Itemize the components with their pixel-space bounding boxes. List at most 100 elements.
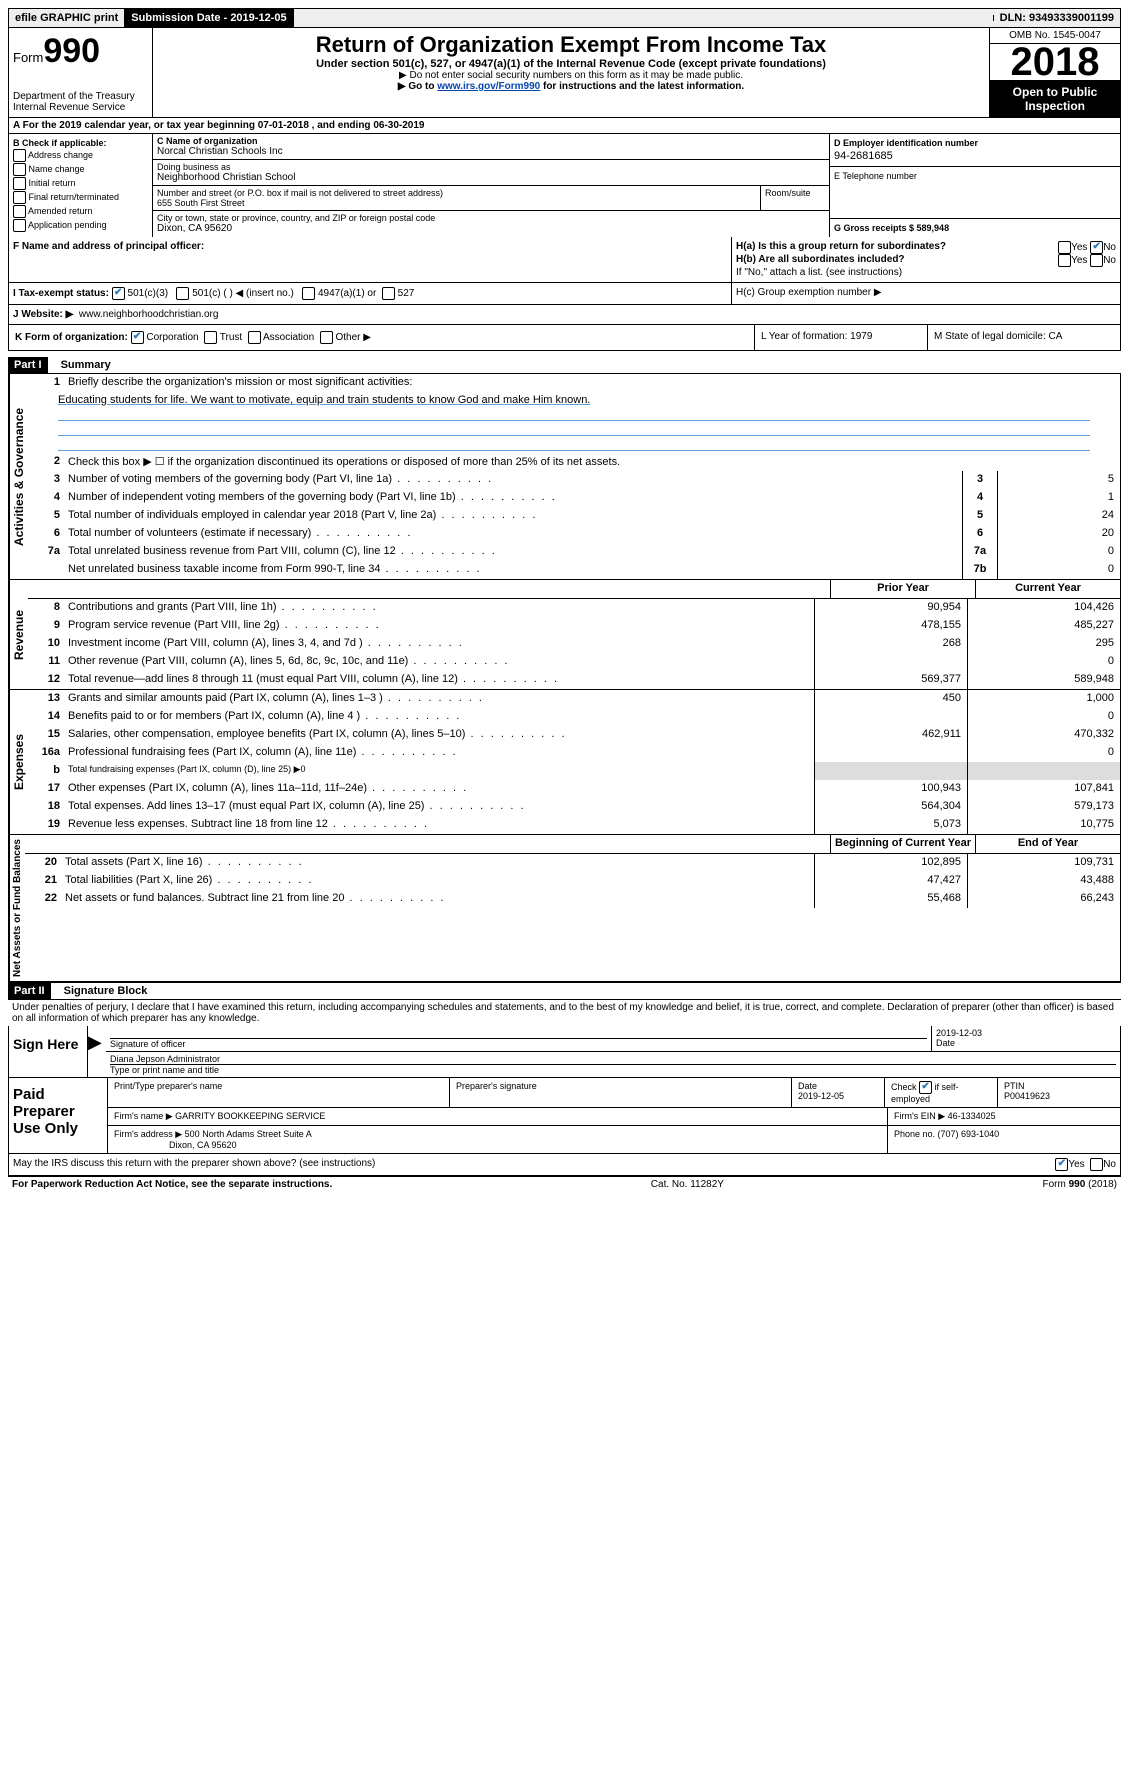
row-j-website: J Website: ▶ www.neighborhoodchristian.o… bbox=[8, 305, 1121, 325]
form-org: K Form of organization: ✔ Corporation Tr… bbox=[9, 325, 754, 350]
firm-phone: Phone no. (707) 693-1040 bbox=[888, 1126, 1120, 1153]
prep-date: Date2019-12-05 bbox=[792, 1078, 885, 1107]
section-expenses: Expenses 13 Grants and similar amounts p… bbox=[8, 690, 1121, 835]
tax-year: 2018 bbox=[990, 44, 1120, 81]
line-12: 12 Total revenue—add lines 8 through 11 … bbox=[28, 671, 1120, 689]
section-revenue: Revenue Prior Year Current Year 8 Contri… bbox=[8, 580, 1121, 690]
line-3: 3 Number of voting members of the govern… bbox=[28, 471, 1120, 489]
tab-net-assets: Net Assets or Fund Balances bbox=[9, 835, 25, 981]
ptin: PTINP00419623 bbox=[998, 1078, 1120, 1107]
form-header: Form990 Department of the Treasury Inter… bbox=[8, 28, 1121, 118]
prep-self-employed[interactable]: Check ✔ if self-employed bbox=[885, 1078, 998, 1107]
section-net-assets: Net Assets or Fund Balances Beginning of… bbox=[8, 835, 1121, 982]
row-a-tax-year: A For the 2019 calendar year, or tax yea… bbox=[8, 118, 1121, 134]
form-title: Return of Organization Exempt From Incom… bbox=[157, 32, 985, 58]
tab-governance: Activities & Governance bbox=[9, 374, 28, 579]
part2-header: Part II bbox=[8, 983, 51, 999]
officer-name: Diana Jepson Administrator bbox=[110, 1054, 1116, 1065]
row-fh: F Name and address of principal officer:… bbox=[8, 237, 1121, 283]
header-mid: Return of Organization Exempt From Incom… bbox=[153, 28, 989, 117]
part1-header: Part I bbox=[8, 357, 48, 373]
chk-final[interactable]: Final return/terminated bbox=[13, 191, 148, 204]
paid-preparer-label: Paid Preparer Use Only bbox=[9, 1078, 108, 1153]
chk-pending[interactable]: Application pending bbox=[13, 219, 148, 232]
sign-here-label: Sign Here bbox=[9, 1026, 88, 1077]
line-7b: Net unrelated business taxable income fr… bbox=[28, 561, 1120, 579]
irs-label: Internal Revenue Service bbox=[13, 102, 148, 113]
city-row: City or town, state or province, country… bbox=[153, 211, 829, 236]
tax-exempt-status: I Tax-exempt status: ✔ 501(c)(3) 501(c) … bbox=[9, 283, 731, 304]
col-current-year: Current Year bbox=[975, 580, 1120, 598]
submission-date: Submission Date - 2019-12-05 bbox=[125, 9, 293, 27]
line-22: 22 Net assets or fund balances. Subtract… bbox=[25, 890, 1120, 908]
line-4: 4 Number of independent voting members o… bbox=[28, 489, 1120, 507]
efile-label: efile GRAPHIC print bbox=[9, 9, 125, 27]
line-5: 5 Total number of individuals employed i… bbox=[28, 507, 1120, 525]
line-16a: 16a Professional fundraising fees (Part … bbox=[28, 744, 1120, 762]
part1-bar: Part I Summary bbox=[8, 357, 1121, 374]
footer-mid: Cat. No. 11282Y bbox=[651, 1179, 724, 1190]
group-exemption: H(c) Group exemption number ▶ bbox=[731, 283, 1120, 304]
dba-row: Doing business as Neighborhood Christian… bbox=[153, 160, 829, 186]
firm-name: Firm's name ▶ GARRITY BOOKKEEPING SERVIC… bbox=[108, 1108, 888, 1125]
line-6: 6 Total number of volunteers (estimate i… bbox=[28, 525, 1120, 543]
line-19: 19 Revenue less expenses. Subtract line … bbox=[28, 816, 1120, 834]
line-9: 9 Program service revenue (Part VIII, li… bbox=[28, 617, 1120, 635]
tab-expenses: Expenses bbox=[9, 690, 28, 834]
line-11: 11 Other revenue (Part VIII, column (A),… bbox=[28, 653, 1120, 671]
sig-date: 2019-12-03 bbox=[936, 1028, 1116, 1038]
chk-amended[interactable]: Amended return bbox=[13, 205, 148, 218]
block-bcde: B Check if applicable: Address change Na… bbox=[8, 134, 1121, 237]
row-k: K Form of organization: ✔ Corporation Tr… bbox=[8, 325, 1121, 351]
principal-officer: F Name and address of principal officer: bbox=[9, 237, 731, 282]
section-governance: Activities & Governance 1Briefly describ… bbox=[8, 374, 1121, 580]
mission-text: Educating students for life. We want to … bbox=[28, 392, 1120, 453]
line-14: 14 Benefits paid to or for members (Part… bbox=[28, 708, 1120, 726]
prep-sig-label: Preparer's signature bbox=[450, 1078, 792, 1107]
perjury-declaration: Under penalties of perjury, I declare th… bbox=[8, 1000, 1121, 1026]
dept-treasury: Department of the Treasury bbox=[13, 91, 148, 102]
line-18: 18 Total expenses. Add lines 13–17 (must… bbox=[28, 798, 1120, 816]
phone-cell: E Telephone number bbox=[830, 167, 1120, 219]
dln: DLN: 93493339001199 bbox=[994, 9, 1120, 27]
street-row: Number and street (or P.O. box if mail i… bbox=[153, 186, 829, 211]
firm-ein: Firm's EIN ▶ 46-1334025 bbox=[888, 1108, 1120, 1125]
form-number: Form990 bbox=[13, 32, 148, 71]
ssn-note: ▶ Do not enter social security numbers o… bbox=[157, 70, 985, 81]
goto-note: ▶ Go to www.irs.gov/Form990 for instruct… bbox=[157, 81, 985, 92]
header-right: OMB No. 1545-0047 2018 Open to Public In… bbox=[989, 28, 1120, 117]
line-10: 10 Investment income (Part VIII, column … bbox=[28, 635, 1120, 653]
topbar-spacer bbox=[294, 15, 994, 21]
sign-here-block: Sign Here ▶ Signature of officer 2019-12… bbox=[8, 1026, 1121, 1078]
line-20: 20 Total assets (Part X, line 16) 102,89… bbox=[25, 854, 1120, 872]
sign-arrow-icon: ▶ bbox=[88, 1026, 106, 1077]
chk-address[interactable]: Address change bbox=[13, 149, 148, 162]
line-17: 17 Other expenses (Part IX, column (A), … bbox=[28, 780, 1120, 798]
col-de: D Employer identification number 94-2681… bbox=[829, 134, 1120, 237]
footer-left: For Paperwork Reduction Act Notice, see … bbox=[12, 1179, 332, 1190]
ein-cell: D Employer identification number 94-2681… bbox=[830, 134, 1120, 167]
room-suite: Room/suite bbox=[761, 186, 829, 210]
discuss-row: May the IRS discuss this return with the… bbox=[8, 1154, 1121, 1176]
gross-receipts: G Gross receipts $ 589,948 bbox=[830, 219, 1120, 237]
part2-title: Signature Block bbox=[54, 985, 148, 997]
h-group: H(a) Is this a group return for subordin… bbox=[731, 237, 1120, 282]
paid-preparer-block: Paid Preparer Use Only Print/Type prepar… bbox=[8, 1078, 1121, 1154]
q1-label: Briefly describe the organization's miss… bbox=[64, 374, 1120, 392]
col-end-year: End of Year bbox=[975, 835, 1120, 853]
sig-officer-label: Signature of officer bbox=[110, 1039, 185, 1049]
part2-bar: Part II Signature Block bbox=[8, 982, 1121, 1000]
page-footer: For Paperwork Reduction Act Notice, see … bbox=[8, 1176, 1121, 1192]
year-formation: L Year of formation: 1979 bbox=[754, 325, 927, 350]
org-name-row: C Name of organization Norcal Christian … bbox=[153, 134, 829, 160]
part1-title: Summary bbox=[51, 359, 111, 371]
col-begin-year: Beginning of Current Year bbox=[830, 835, 975, 853]
col-b-label: B Check if applicable: bbox=[13, 138, 107, 148]
line-15: 15 Salaries, other compensation, employe… bbox=[28, 726, 1120, 744]
line-7a: 7a Total unrelated business revenue from… bbox=[28, 543, 1120, 561]
col-c: C Name of organization Norcal Christian … bbox=[153, 134, 829, 237]
chk-initial[interactable]: Initial return bbox=[13, 177, 148, 190]
col-prior-year: Prior Year bbox=[830, 580, 975, 598]
form-subtitle: Under section 501(c), 527, or 4947(a)(1)… bbox=[157, 58, 985, 70]
chk-name[interactable]: Name change bbox=[13, 163, 148, 176]
